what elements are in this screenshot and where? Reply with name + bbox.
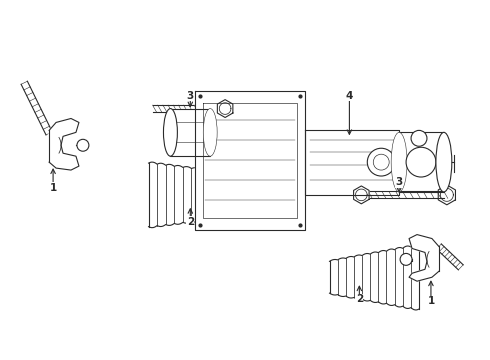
- Polygon shape: [218, 100, 233, 117]
- Ellipse shape: [164, 109, 177, 156]
- Text: 1: 1: [427, 296, 435, 306]
- Text: 1: 1: [49, 183, 57, 193]
- Ellipse shape: [436, 132, 452, 192]
- Polygon shape: [171, 109, 210, 156]
- Polygon shape: [354, 186, 369, 204]
- Polygon shape: [399, 132, 444, 192]
- Circle shape: [373, 154, 389, 170]
- Ellipse shape: [391, 132, 407, 192]
- Polygon shape: [196, 91, 305, 230]
- Polygon shape: [409, 235, 439, 281]
- Text: 2: 2: [187, 217, 194, 227]
- Text: 3: 3: [187, 91, 194, 101]
- Polygon shape: [438, 185, 456, 205]
- Text: 2: 2: [356, 294, 363, 304]
- Circle shape: [411, 130, 427, 146]
- Circle shape: [406, 147, 436, 177]
- Circle shape: [400, 253, 412, 265]
- Circle shape: [368, 148, 395, 176]
- Text: 3: 3: [395, 177, 403, 187]
- Circle shape: [77, 139, 89, 151]
- Text: 4: 4: [346, 91, 353, 101]
- Polygon shape: [49, 118, 79, 170]
- Ellipse shape: [203, 109, 217, 156]
- Polygon shape: [305, 130, 399, 195]
